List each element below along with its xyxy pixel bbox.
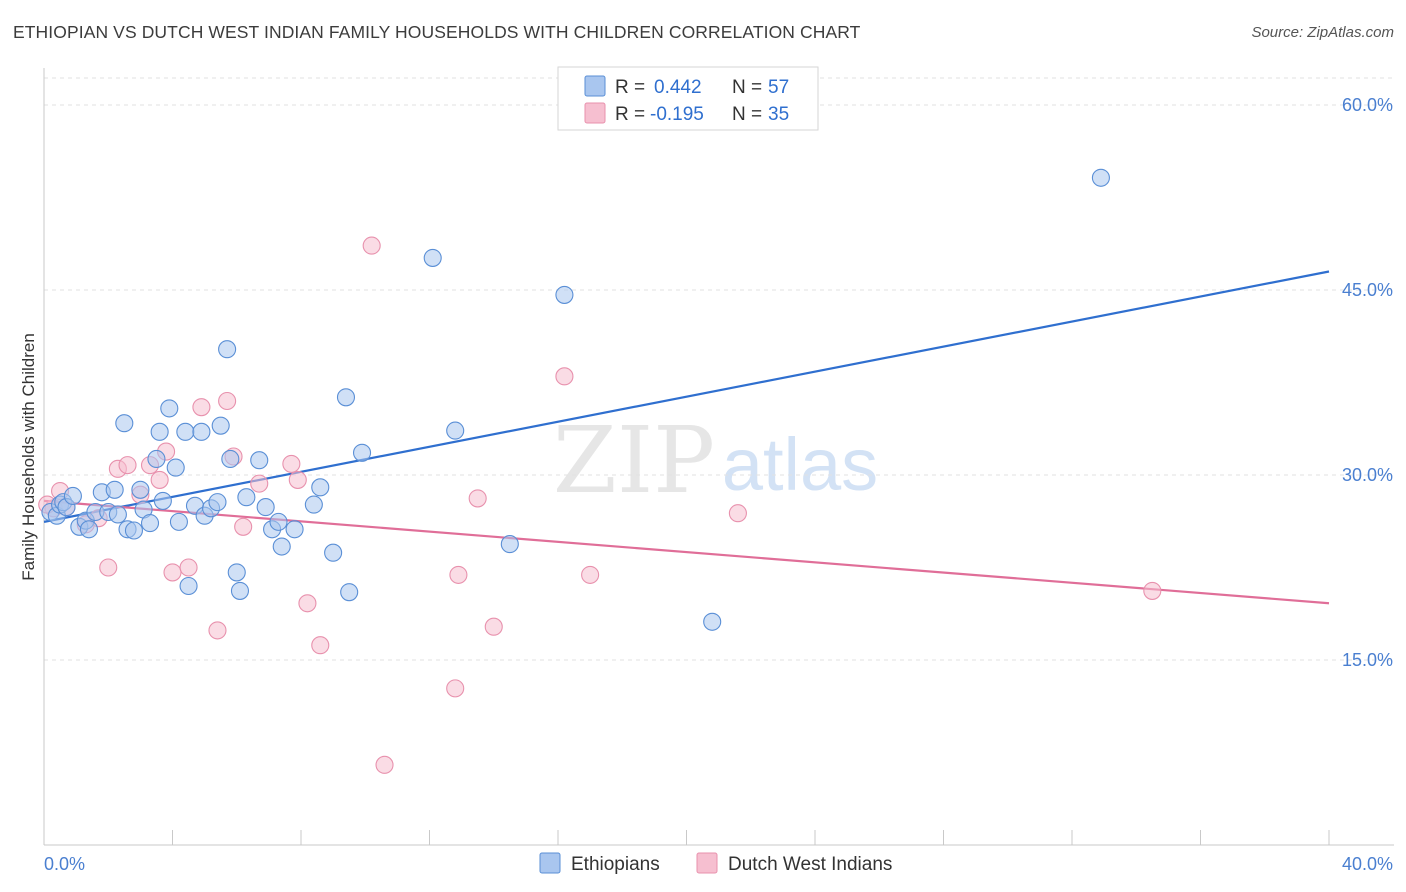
point-ethiopians [150, 422, 169, 441]
point-ethiopians [166, 458, 185, 477]
point-dutch-west-indians [99, 558, 118, 577]
point-ethiopians [208, 493, 227, 512]
point-dutch-west-indians [449, 565, 468, 584]
point-ethiopians [153, 491, 172, 510]
point-dutch-west-indians [468, 489, 487, 508]
point-ethiopians [340, 583, 359, 602]
watermark-atlas: atlas [722, 423, 878, 506]
point-ethiopians [703, 612, 722, 631]
point-dutch-west-indians [282, 454, 301, 473]
point-dutch-west-indians [150, 470, 169, 489]
watermark-zip: ZIP [553, 407, 715, 514]
point-ethiopians [272, 537, 291, 556]
point-ethiopians [211, 416, 230, 435]
trend-line-dutch-west-indians [43, 499, 1330, 605]
point-ethiopians [221, 449, 240, 469]
point-dutch-west-indians [555, 367, 574, 386]
point-dutch-west-indians [728, 504, 747, 523]
point-ethiopians [63, 486, 82, 506]
point-ethiopians [218, 340, 237, 359]
point-ethiopians [124, 521, 143, 540]
point-ethiopians [131, 480, 150, 499]
point-ethiopians [555, 285, 574, 304]
point-ethiopians [176, 422, 195, 441]
point-dutch-west-indians [179, 558, 198, 577]
point-ethiopians [1091, 168, 1110, 187]
point-dutch-west-indians [288, 470, 307, 489]
series-legend: Ethiopians Dutch West Indians [539, 852, 892, 875]
point-ethiopians [227, 563, 246, 582]
point-dutch-west-indians [298, 594, 317, 613]
point-ethiopians [285, 520, 304, 539]
point-dutch-west-indians [362, 236, 381, 255]
point-ethiopians [147, 449, 166, 469]
point-ethiopians [500, 535, 519, 554]
point-dutch-west-indians [446, 679, 465, 698]
point-ethiopians [250, 451, 269, 470]
y-axis-label: Family Households with Children [19, 333, 38, 581]
stats-n-value-pink: 35 [768, 104, 789, 125]
point-ethiopians [108, 505, 127, 524]
y-tick-label: 45.0% [1342, 280, 1393, 300]
point-dutch-west-indians [234, 517, 253, 536]
x-tick-label-max: 40.0% [1342, 854, 1393, 874]
point-ethiopians [179, 576, 198, 596]
watermark: ZIP atlas [553, 407, 878, 514]
point-ethiopians [336, 388, 356, 407]
point-dutch-west-indians [218, 391, 237, 411]
point-ethiopians [311, 478, 330, 497]
stats-r-label-pink: R = [615, 104, 645, 125]
point-dutch-west-indians [118, 456, 137, 475]
point-ethiopians [105, 480, 124, 499]
point-dutch-west-indians [1143, 581, 1162, 600]
stats-n-value-blue: 57 [768, 77, 789, 98]
point-ethiopians [115, 414, 134, 433]
y-tick-label: 30.0% [1342, 465, 1393, 485]
point-dutch-west-indians [250, 474, 269, 493]
point-ethiopians [352, 443, 372, 462]
point-ethiopians [169, 512, 188, 531]
series-ethiopians-points [41, 168, 1110, 631]
point-dutch-west-indians [192, 398, 211, 417]
stats-r-value-pink: -0.195 [650, 104, 704, 125]
point-dutch-west-indians [163, 563, 182, 582]
point-ethiopians [304, 495, 323, 514]
point-ethiopians [140, 514, 160, 533]
stats-legend-swatch-pink [584, 102, 606, 124]
point-ethiopians [446, 421, 465, 440]
stats-r-label-blue: R = [615, 77, 645, 98]
point-dutch-west-indians [375, 755, 394, 774]
point-ethiopians [160, 399, 179, 418]
point-ethiopians [256, 498, 275, 517]
y-tick-label: 15.0% [1342, 650, 1393, 670]
y-tick-labels: 15.0% 30.0% 45.0% 60.0% [1342, 95, 1393, 670]
x-axis-ticks [43, 830, 1330, 845]
point-ethiopians [324, 543, 343, 562]
stats-legend-swatch-blue [584, 75, 606, 97]
stats-legend: R = 0.442 N = 57 R = -0.195 N = 35 [557, 66, 819, 131]
legend-label-dutch-west-indians: Dutch West Indians [728, 854, 892, 875]
y-tick-label: 60.0% [1342, 95, 1393, 115]
point-dutch-west-indians [311, 636, 330, 655]
legend-swatch-ethiopians [539, 852, 561, 874]
stats-n-label-pink: N = [732, 104, 762, 125]
x-tick-label-min: 0.0% [44, 854, 85, 874]
point-dutch-west-indians [581, 565, 600, 584]
point-ethiopians [230, 581, 250, 600]
chart-title: ETHIOPIAN VS DUTCH WEST INDIAN FAMILY HO… [13, 22, 861, 42]
point-dutch-west-indians [484, 617, 503, 636]
legend-label-ethiopians: Ethiopians [571, 854, 660, 875]
legend-swatch-dutch-west-indians [696, 852, 718, 874]
gridlines [44, 77, 1394, 661]
point-ethiopians [423, 248, 442, 267]
point-ethiopians [192, 422, 211, 441]
source-label: Source: ZipAtlas.com [1251, 24, 1394, 41]
point-ethiopians [237, 488, 256, 507]
point-ethiopians [79, 520, 99, 539]
point-ethiopians [269, 512, 288, 531]
point-dutch-west-indians [208, 621, 227, 640]
stats-r-value-blue: 0.442 [654, 77, 702, 98]
stats-n-label-blue: N = [732, 77, 762, 98]
